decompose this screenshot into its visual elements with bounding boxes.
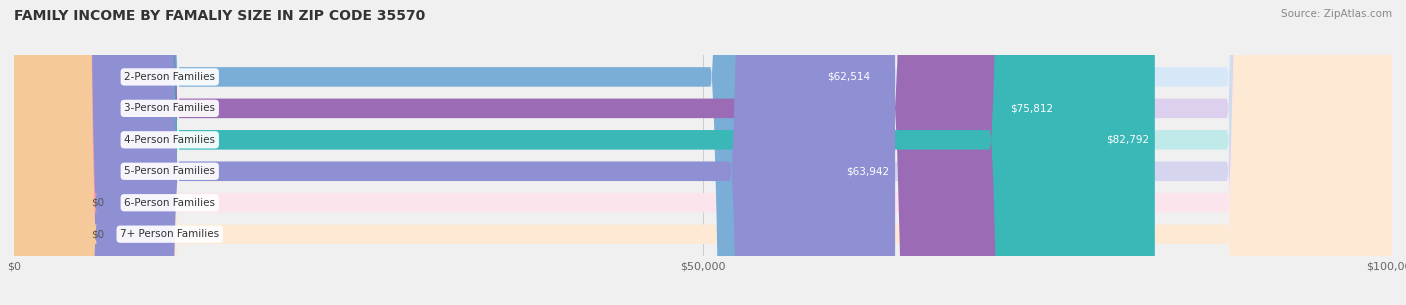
FancyBboxPatch shape xyxy=(14,0,1392,305)
Text: $63,942: $63,942 xyxy=(846,166,890,176)
Text: $62,514: $62,514 xyxy=(827,72,870,82)
Text: Source: ZipAtlas.com: Source: ZipAtlas.com xyxy=(1281,9,1392,19)
FancyBboxPatch shape xyxy=(0,0,97,305)
FancyBboxPatch shape xyxy=(14,0,1059,305)
Text: $82,792: $82,792 xyxy=(1107,135,1149,145)
FancyBboxPatch shape xyxy=(14,0,1392,305)
Text: $75,812: $75,812 xyxy=(1010,103,1053,113)
FancyBboxPatch shape xyxy=(14,0,876,305)
FancyBboxPatch shape xyxy=(14,0,1392,305)
FancyBboxPatch shape xyxy=(14,0,896,305)
Text: 5-Person Families: 5-Person Families xyxy=(124,166,215,176)
FancyBboxPatch shape xyxy=(14,0,1392,305)
FancyBboxPatch shape xyxy=(14,0,1392,305)
FancyBboxPatch shape xyxy=(14,0,1392,305)
Text: 3-Person Families: 3-Person Families xyxy=(124,103,215,113)
Text: $0: $0 xyxy=(91,229,104,239)
Text: 4-Person Families: 4-Person Families xyxy=(124,135,215,145)
Text: 2-Person Families: 2-Person Families xyxy=(124,72,215,82)
Text: 7+ Person Families: 7+ Person Families xyxy=(120,229,219,239)
Text: $0: $0 xyxy=(91,198,104,208)
FancyBboxPatch shape xyxy=(0,0,97,305)
Text: 6-Person Families: 6-Person Families xyxy=(124,198,215,208)
FancyBboxPatch shape xyxy=(14,0,1154,305)
Text: FAMILY INCOME BY FAMALIY SIZE IN ZIP CODE 35570: FAMILY INCOME BY FAMALIY SIZE IN ZIP COD… xyxy=(14,9,425,23)
